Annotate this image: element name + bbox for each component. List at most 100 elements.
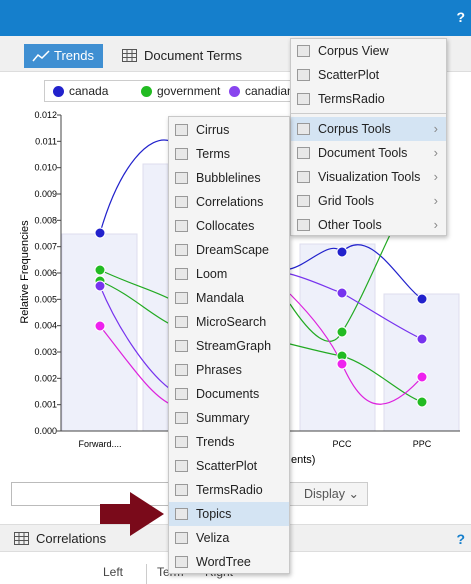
menu-item[interactable]: Corpus Tools › [291,117,446,141]
menu-label: Document Tools [318,146,408,160]
icon [175,196,188,208]
bars [61,163,460,432]
menu-item[interactable]: Phrases [169,358,289,382]
icon [175,292,188,304]
menu-label: MicroSearch [196,315,267,329]
help[interactable]: ? [456,531,465,547]
display-button[interactable]: Display ⌄ [285,482,368,506]
menu-label: Other Tools [318,218,382,232]
help[interactable]: ? [456,9,465,25]
top-bar: ? [0,0,471,36]
menu-label: WordTree [196,555,251,569]
menu-item[interactable]: WordTree [169,550,289,574]
y-tick-label: 0.009 [34,189,57,199]
legend-item[interactable]: canadian [229,84,294,99]
sep [146,564,147,584]
menu-label: Topics [196,507,232,521]
points [94,227,428,408]
column-header: Left [103,565,124,579]
menu-item[interactable]: Collocates [169,214,289,238]
icon [175,316,188,328]
x-axis-label: ents) [291,454,315,466]
context-menu: Corpus View ScatterPlot TermsRadio Corpus T… [290,38,447,236]
x-tick-label: Forward.... [78,439,121,449]
separator [291,113,446,114]
menu-item[interactable]: Visualization Tools › [291,165,446,189]
menu-item[interactable]: StreamGraph [169,334,289,358]
icon [175,172,188,184]
icon [297,171,310,183]
submenu: Cirrus Terms Bubblelines Correlations Colloc… [168,116,290,574]
menu-label: TermsRadio [318,92,385,106]
y-tick-label: 0.000 [34,426,57,436]
y-tick-label: 0.004 [34,321,57,331]
chevron: › [433,121,438,136]
y-tick-label: 0.006 [34,268,57,278]
legend-item[interactable]: canada [53,84,108,99]
pointer-arrow [100,492,164,536]
y-tick-label: 0.011 [35,136,57,146]
button-label: Display [304,487,345,501]
menu-item[interactable]: Veliza [169,526,289,550]
menu-item[interactable]: Terms [169,142,289,166]
menu-label: DreamScape [196,243,269,257]
menu-label: Phrases [196,363,242,377]
menu-item[interactable]: Document Tools › [291,141,446,165]
icon [175,364,188,376]
menu-label: Trends [196,435,235,449]
menu-item[interactable]: Documents [169,382,289,406]
menu-label: Summary [196,411,250,425]
menu-item[interactable]: DreamScape [169,238,289,262]
y-tick-label: 0.008 [34,215,57,225]
y-tick-label: 0.012 [34,110,57,120]
icon [175,436,188,448]
menu-item[interactable]: Grid Tools › [291,189,446,213]
menu-label: Documents [196,387,260,401]
menu-item[interactable]: Corpus View [291,39,446,63]
menu-label: Mandala [196,291,244,305]
menu-item[interactable]: Mandala [169,286,289,310]
icon [297,195,310,207]
y-axis-label: Relative Frequencies [19,220,31,324]
legend-label: canada [69,84,109,98]
menu-item[interactable]: Trends [169,430,289,454]
menu-item[interactable]: Other Tools › [291,213,446,237]
menu-label: Veliza [196,531,230,545]
tab-document-terms[interactable]: Document Terms [122,44,242,68]
menu-item[interactable]: Loom [169,262,289,286]
menu-item[interactable]: Correlations [169,190,289,214]
menu-item[interactable]: Summary [169,406,289,430]
x-tick-label: PPC [413,439,432,449]
icon [175,148,188,160]
legend-item[interactable]: government [141,84,220,99]
menu-label: ScatterPlot [318,68,380,82]
menu-item[interactable]: TermsRadio [291,87,446,111]
menu-item[interactable]: Cirrus [169,118,289,142]
icon [175,508,188,520]
menu-label: Terms [196,147,231,161]
icon [32,50,50,62]
menu-item[interactable]: ScatterPlot [291,63,446,87]
legend-label: canadian [245,84,294,98]
menu-item[interactable]: Bubblelines [169,166,289,190]
chart: Relative Frequencies ents) 0.000 0.001 0.0… [19,110,460,466]
menu-item[interactable]: Topics [169,502,289,526]
menu-label: TermsRadio [196,483,263,497]
panel-title: Correlations [36,531,107,546]
menu-label: Corpus Tools [318,122,391,136]
menu-label: Correlations [196,195,264,209]
menu-item[interactable]: TermsRadio [169,478,289,502]
icon [297,69,310,81]
icon [175,268,188,280]
y-tick-label: 0.005 [34,294,57,304]
y-tick-label: 0.003 [34,347,57,357]
legend: canada government canadian [44,80,304,102]
tab-trends[interactable]: Trends [24,44,103,68]
icon [175,532,188,544]
x-tick-label: PCC [332,439,352,449]
menu-label: Corpus View [318,44,389,58]
menu-item[interactable]: MicroSearch [169,310,289,334]
menu-item[interactable]: ScatterPlot [169,454,289,478]
icon [297,45,310,57]
